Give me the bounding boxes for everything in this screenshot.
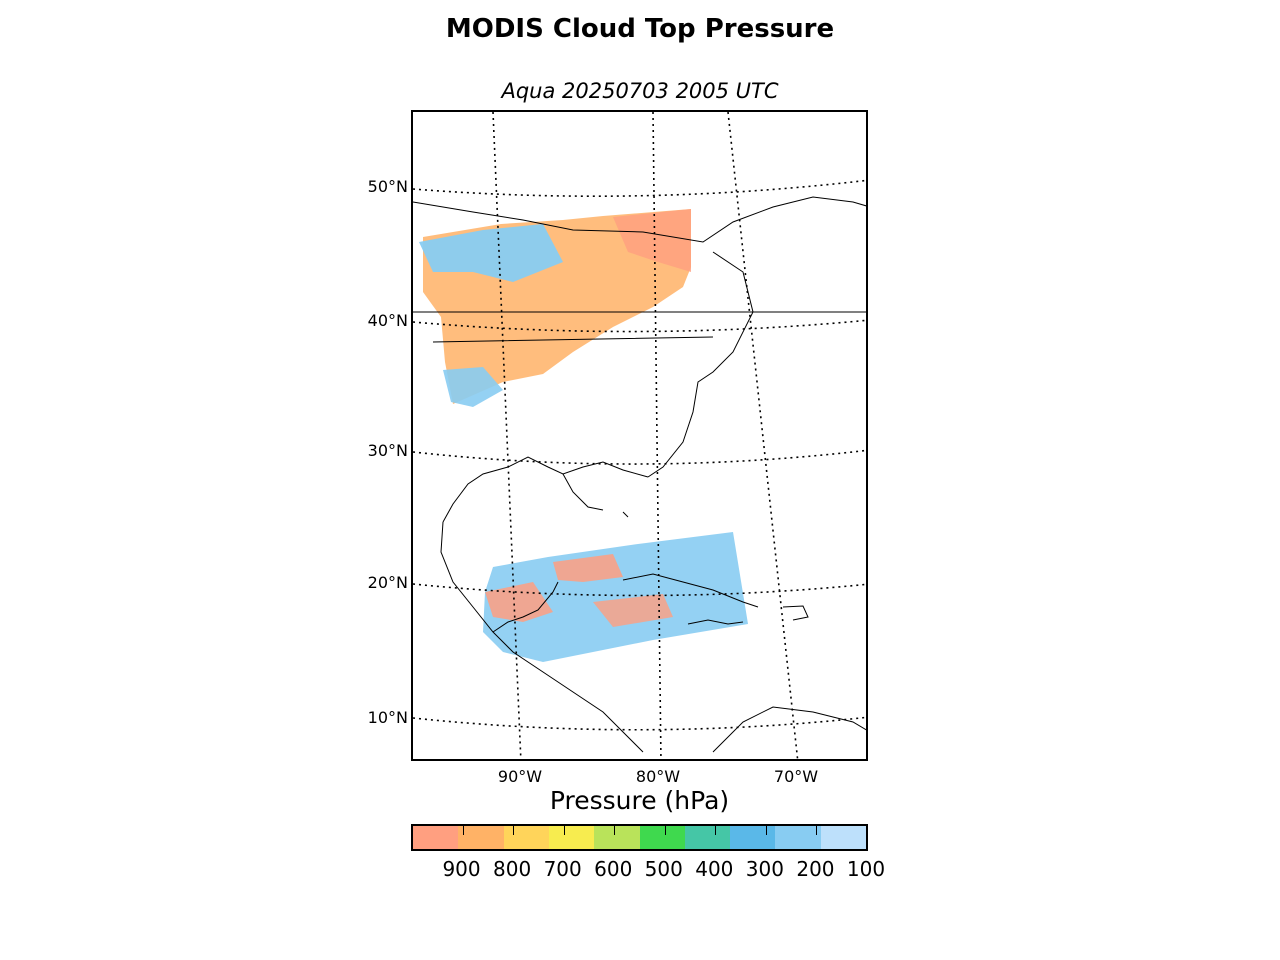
- swath-south-lowcloud-3: [593, 594, 673, 627]
- graticule: [413, 112, 866, 759]
- colorbar-tick-label: 600: [594, 857, 633, 881]
- meridian-80W: [652, 112, 662, 759]
- swath-south-lowcloud-2: [553, 554, 623, 582]
- colorbar-tick-label: 900: [442, 857, 481, 881]
- colorbar-segment: [503, 826, 550, 849]
- colorbar-segment: [548, 826, 596, 849]
- parallel-40N: [413, 319, 866, 333]
- colorbar-segment: [413, 826, 460, 849]
- meridian-70W: [727, 112, 799, 759]
- lat-label-20: 20°N: [367, 573, 408, 592]
- swath-north-highcloud: [419, 224, 563, 282]
- colorbar-tick: [614, 826, 616, 835]
- lon-label-80: 80°W: [635, 767, 681, 786]
- colorbar-segment: [684, 826, 732, 849]
- colorbar-title: Pressure (hPa): [549, 786, 730, 815]
- lat-label-30: 30°N: [367, 441, 408, 460]
- colorbar-tick: [462, 826, 464, 835]
- swath-south-fill: [483, 532, 748, 662]
- figure-subtitle: Aqua 20250703 2005 UTC: [501, 79, 779, 103]
- colorbar-segment: [639, 826, 686, 849]
- parallel-10N: [413, 716, 866, 731]
- colorbar-segment: [730, 826, 777, 849]
- colorbar-tick: [664, 826, 666, 835]
- colorbar-tick: [513, 826, 515, 835]
- lat-label-10: 10°N: [367, 708, 408, 727]
- figure-title: MODIS Cloud Top Pressure: [445, 14, 835, 44]
- colorbar-tick-label: 300: [745, 857, 784, 881]
- parallel-50N: [413, 179, 866, 197]
- map-panel: [411, 110, 868, 761]
- colorbar-tick-label: 100: [846, 857, 886, 881]
- colorbar-tick-label: 200: [796, 857, 835, 881]
- colorbar-tick-label: 800: [493, 857, 532, 881]
- parallel-30N: [413, 449, 866, 465]
- swath-north-midcloud: [443, 367, 503, 407]
- cloud-swath-south: [483, 532, 748, 662]
- colorbar-segment: [458, 826, 505, 849]
- meridian-90W: [492, 112, 522, 759]
- colorbar-tick-label: 500: [644, 857, 683, 881]
- colorbar-segment: [820, 826, 866, 849]
- colorbar-tick: [816, 826, 818, 835]
- map-canvas: [413, 112, 866, 759]
- colorbar-segment: [775, 826, 822, 849]
- swath-north-lowcloud: [613, 209, 691, 272]
- lat-label-50: 50°N: [367, 177, 408, 196]
- swath-south-lowcloud-1: [485, 582, 553, 622]
- lon-label-90: 90°W: [497, 767, 543, 786]
- colorbar-tick: [563, 826, 565, 835]
- lat-label-40: 40°N: [367, 311, 408, 330]
- colorbar-tick-label: 700: [543, 857, 582, 881]
- lon-label-70: 70°W: [773, 767, 819, 786]
- colorbar-tick: [715, 826, 717, 835]
- colorbar-segment: [594, 826, 641, 849]
- colorbar-tick-label: 400: [695, 857, 734, 881]
- cloud-swath-north: [419, 209, 691, 407]
- parallel-20N: [413, 583, 866, 597]
- colorbar-tick: [867, 826, 868, 835]
- colorbar-tick: [765, 826, 767, 835]
- colorbar: [411, 824, 868, 851]
